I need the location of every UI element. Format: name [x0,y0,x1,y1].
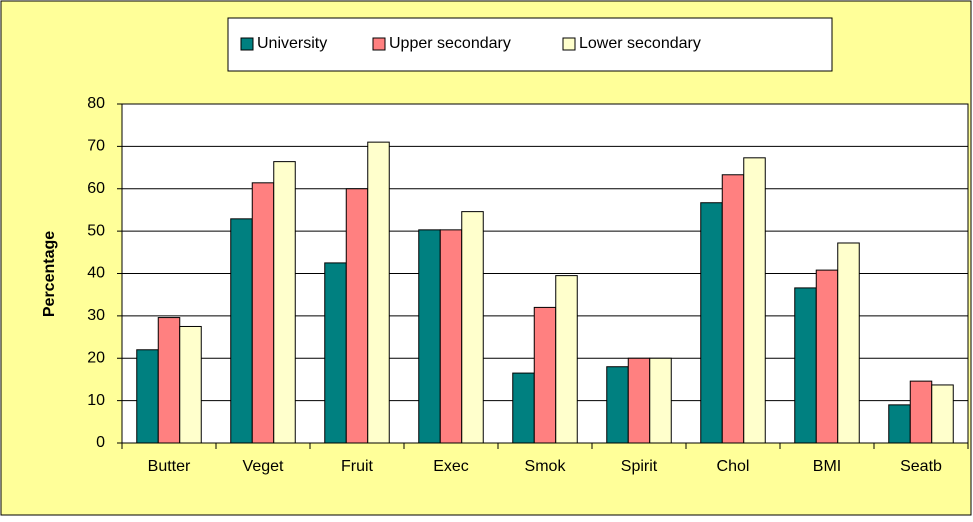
bar [367,141,390,444]
bar [418,229,441,444]
bar [251,182,275,444]
legend-swatch [240,37,254,51]
bar [627,357,651,444]
y-tick-label: 50 [87,222,105,239]
bar [324,262,347,444]
y-tick-label: 80 [87,95,105,112]
x-tick-label: Exec [433,458,469,475]
bar [700,202,723,444]
bar [439,229,463,444]
bar [512,372,535,444]
y-axis-label: Percentage [41,231,58,317]
x-tick-label: BMI [813,458,841,475]
bar [273,161,296,444]
y-tick-label: 0 [96,434,105,451]
x-tick-label: Veget [243,458,284,475]
y-tick-label: 10 [87,392,105,409]
y-tick-label: 30 [87,307,105,324]
bar [794,287,817,444]
x-tick-label: Spirit [621,458,658,475]
legend-box [227,17,833,72]
legend-label: University [257,35,327,52]
y-tick-label: 60 [87,180,105,197]
bar [555,275,578,444]
x-tick-label: Chol [717,458,750,475]
bar [743,157,766,444]
bar [837,242,860,444]
legend-label: Lower secondary [579,35,701,52]
bar [179,325,202,444]
bar [931,384,954,444]
bar [345,188,369,444]
legend-label: Upper secondary [389,35,511,52]
legend-swatch [562,37,576,51]
x-tick-label: Butter [148,458,191,475]
bar [461,211,484,444]
x-tick-label: Smok [525,458,567,475]
bar [533,306,557,444]
x-tick-label: Fruit [341,458,374,475]
y-tick-label: 40 [87,265,105,282]
bar [721,174,745,444]
y-tick-label: 70 [87,138,105,155]
bar [230,218,253,444]
x-tick-label: Seatb [900,458,942,475]
legend-swatch [372,37,386,51]
bar [909,380,933,444]
bar [815,269,839,444]
y-tick-label: 20 [87,349,105,366]
bar [606,366,629,444]
bar [136,349,159,444]
bar [888,404,911,444]
bar [649,357,672,444]
bar [157,317,181,444]
